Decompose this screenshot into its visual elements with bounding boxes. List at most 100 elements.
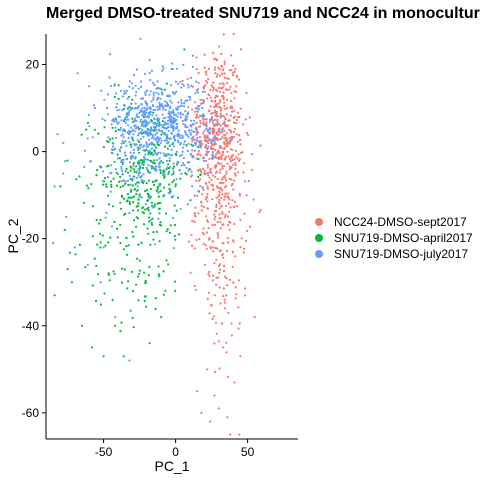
- point-series-1: [104, 244, 107, 247]
- point-series-2: [160, 88, 163, 91]
- point-series-1: [93, 128, 97, 131]
- point-series-0: [223, 198, 226, 201]
- point-series-0: [225, 341, 228, 344]
- point-series-0: [228, 228, 231, 231]
- point-series-1: [111, 126, 114, 129]
- point-series-2: [148, 138, 151, 141]
- point-series-1: [157, 195, 160, 198]
- point-series-0: [189, 271, 192, 274]
- point-series-2: [170, 115, 173, 118]
- point-series-2: [121, 133, 124, 136]
- point-series-2: [144, 100, 147, 103]
- point-series-1: [153, 162, 156, 165]
- point-series-0: [220, 162, 223, 165]
- point-series-1: [147, 153, 150, 156]
- point-series-2: [205, 127, 208, 130]
- point-series-0: [225, 294, 228, 297]
- point-series-0: [220, 182, 223, 185]
- point-series-2: [175, 122, 178, 126]
- point-series-2: [180, 164, 183, 167]
- point-series-1: [141, 207, 144, 210]
- point-series-2: [162, 67, 165, 70]
- point-series-2: [185, 166, 188, 169]
- y-tick-label: 0: [32, 145, 39, 159]
- point-series-2: [113, 84, 116, 87]
- point-series-1: [136, 257, 139, 260]
- point-series-0: [199, 125, 202, 128]
- point-series-2: [157, 151, 160, 154]
- point-series-0: [223, 298, 226, 301]
- point-series-0: [203, 129, 206, 132]
- point-series-0: [231, 107, 234, 110]
- point-series-2: [137, 134, 140, 137]
- point-series-1: [119, 207, 123, 210]
- point-series-0: [232, 163, 235, 166]
- point-series-0: [259, 144, 262, 147]
- point-series-0: [218, 367, 221, 370]
- point-series-1: [130, 190, 133, 193]
- point-series-2: [149, 107, 152, 110]
- point-series-1: [136, 209, 139, 212]
- point-series-2: [197, 108, 200, 111]
- point-series-2: [168, 137, 171, 141]
- point-series-2: [155, 165, 158, 168]
- point-series-1: [156, 187, 159, 191]
- point-series-0: [252, 198, 255, 201]
- point-series-1: [132, 289, 135, 292]
- point-series-0: [216, 161, 219, 164]
- point-series-2: [127, 124, 130, 127]
- point-series-2: [124, 118, 127, 121]
- point-series-2: [135, 143, 138, 146]
- point-series-0: [217, 236, 220, 239]
- point-series-2: [176, 108, 180, 111]
- point-series-2: [100, 89, 103, 92]
- point-series-0: [194, 288, 197, 291]
- point-series-2: [145, 143, 148, 146]
- point-series-1: [174, 152, 177, 156]
- point-series-2: [89, 160, 92, 163]
- point-series-1: [137, 198, 140, 201]
- point-series-2: [201, 156, 204, 160]
- point-series-2: [137, 168, 140, 171]
- point-series-1: [137, 148, 140, 151]
- point-series-1: [143, 299, 146, 303]
- point-series-0: [229, 206, 232, 209]
- point-series-2: [140, 103, 143, 106]
- point-series-2: [152, 206, 155, 209]
- point-series-0: [249, 225, 252, 228]
- point-series-2: [134, 124, 137, 127]
- point-series-1: [105, 140, 108, 143]
- point-series-2: [152, 96, 155, 99]
- point-series-0: [238, 194, 242, 197]
- point-series-2: [116, 122, 119, 125]
- point-series-0: [217, 86, 220, 90]
- point-series-2: [155, 129, 158, 132]
- point-series-0: [206, 219, 209, 222]
- point-series-2: [171, 62, 174, 65]
- point-series-2: [120, 142, 123, 145]
- point-series-2: [168, 118, 171, 121]
- point-series-1: [138, 259, 141, 262]
- point-series-1: [159, 221, 162, 224]
- point-series-2: [130, 145, 133, 148]
- point-series-2: [129, 130, 132, 133]
- point-series-2: [170, 131, 173, 134]
- point-series-0: [244, 118, 247, 121]
- point-series-1: [146, 192, 149, 195]
- point-series-1: [125, 245, 128, 248]
- point-series-2: [168, 110, 171, 113]
- point-series-2: [130, 82, 134, 85]
- point-series-0: [224, 117, 227, 120]
- point-series-0: [239, 138, 242, 142]
- point-series-1: [114, 324, 117, 327]
- point-series-1: [63, 228, 66, 232]
- point-series-0: [200, 209, 203, 212]
- point-series-0: [208, 157, 211, 160]
- point-series-0: [233, 381, 236, 384]
- point-series-0: [228, 128, 231, 131]
- point-series-1: [197, 157, 200, 161]
- point-series-0: [242, 171, 245, 174]
- point-series-0: [225, 132, 228, 135]
- point-series-0: [203, 135, 206, 138]
- point-series-0: [212, 51, 215, 55]
